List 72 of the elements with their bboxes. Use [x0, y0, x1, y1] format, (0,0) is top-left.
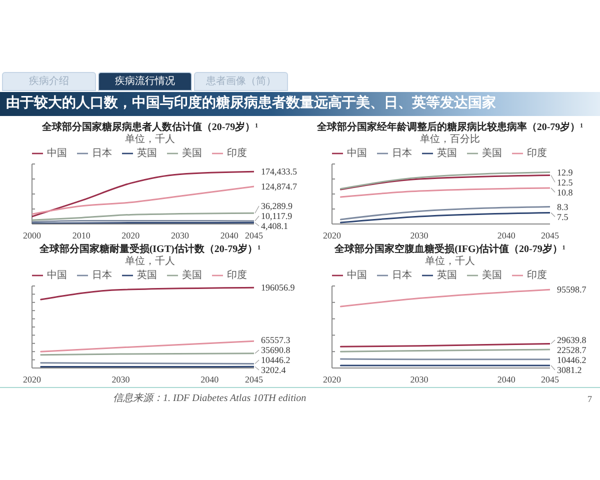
- x-tick-label: 2040: [497, 230, 516, 240]
- data-label: 8.3: [557, 202, 569, 212]
- legend-label: 中国: [47, 148, 67, 159]
- chart-title: 全球部分国家糖尿病患者人数估计值（20-79岁）¹: [40, 122, 260, 134]
- legend-label: 美国: [482, 270, 502, 281]
- legend-label: 英国: [437, 270, 457, 281]
- legend-label: 印度: [527, 270, 547, 281]
- text: 由于较大的人口数，中国与印度的糖尿病患者数量远高于美、日、英等发达国家: [0, 92, 600, 116]
- legend-label: 中国: [347, 270, 367, 281]
- data-label: 10,117.9: [261, 211, 293, 221]
- legend-label: 中国: [347, 148, 367, 159]
- data-label: 35690.8: [261, 345, 291, 355]
- data-label: 3081.2: [557, 365, 582, 375]
- x-tick-label: 2030: [410, 230, 429, 240]
- x-tick-label: 2000: [23, 230, 42, 240]
- legend-label: 印度: [227, 148, 247, 159]
- legend-label: 日本: [392, 148, 412, 159]
- text: 疾病流行情况: [98, 72, 192, 91]
- chart-subtitle: 单位，千人: [124, 134, 176, 146]
- chart-subtitle: 单位，千人: [124, 256, 176, 268]
- x-tick-label: 2045: [245, 230, 264, 240]
- legend-label: 日本: [92, 270, 112, 281]
- x-tick-label: 2020: [122, 230, 140, 240]
- legend-label: 印度: [227, 270, 247, 281]
- text: 7: [588, 393, 592, 405]
- legend-label: 英国: [437, 148, 457, 159]
- legend-label: 中国: [47, 270, 67, 281]
- text: 信息来源：1. IDF Diabetes Atlas 10TH edition: [113, 393, 306, 405]
- x-tick-label: 2020: [323, 230, 342, 240]
- chart-subtitle: 单位，千人: [424, 256, 476, 268]
- text: 患者画像（简）: [194, 72, 288, 91]
- chart-title: 全球部分国家糖耐量受损(IGT)估计数（20-79岁）¹: [38, 244, 262, 256]
- chart-title: 全球部分国家空腹血糖受损(IFG)估计值（20-79岁）¹: [334, 244, 566, 256]
- data-label: 3202.4: [261, 365, 286, 375]
- text: 疾病介绍: [2, 72, 96, 91]
- data-label: 7.5: [557, 212, 569, 222]
- x-tick-label: 2045: [541, 230, 560, 240]
- legend-label: 美国: [182, 270, 202, 281]
- x-tick-label: 2045: [245, 374, 264, 384]
- data-label: 10.8: [557, 187, 574, 198]
- x-tick-label: 2020: [23, 374, 42, 384]
- legend-label: 印度: [527, 148, 547, 159]
- x-tick-label: 2045: [541, 374, 560, 384]
- x-tick-label: 2010: [72, 230, 91, 240]
- data-label: 12.9: [557, 167, 574, 178]
- data-label: 124,874.7: [261, 182, 298, 192]
- data-label: 12.5: [557, 177, 574, 188]
- data-label: 196056.9: [261, 282, 296, 293]
- legend-label: 日本: [392, 270, 412, 281]
- x-tick-label: 2030: [112, 374, 130, 384]
- data-label: 95598.7: [557, 284, 587, 295]
- data-label: 22528.7: [557, 345, 587, 355]
- data-label: 4,408.1: [261, 221, 288, 231]
- data-label: 174,433.5: [261, 166, 298, 177]
- x-tick-label: 2030: [171, 230, 190, 240]
- data-label: 36,289.9: [261, 201, 293, 211]
- legend-label: 英国: [137, 270, 157, 281]
- legend-label: 美国: [482, 148, 502, 159]
- chart-title: 全球部分国家经年龄调整后的糖尿病比较患病率（20-79岁）¹: [316, 122, 584, 134]
- data-label: 65557.3: [261, 335, 291, 345]
- chart-subtitle: 单位，百分比: [419, 134, 481, 146]
- legend-label: 美国: [182, 148, 202, 159]
- x-tick-label: 2020: [323, 374, 342, 384]
- data-label: 10446.2: [557, 355, 586, 365]
- data-label: 29639.8: [557, 335, 587, 345]
- legend-label: 日本: [92, 148, 112, 159]
- legend-label: 英国: [137, 148, 157, 159]
- x-tick-label: 2040: [497, 374, 516, 384]
- x-tick-label: 2040: [220, 230, 239, 240]
- data-label: 10446.2: [261, 355, 290, 365]
- x-tick-label: 2040: [200, 374, 220, 384]
- x-tick-label: 2030: [410, 374, 429, 384]
